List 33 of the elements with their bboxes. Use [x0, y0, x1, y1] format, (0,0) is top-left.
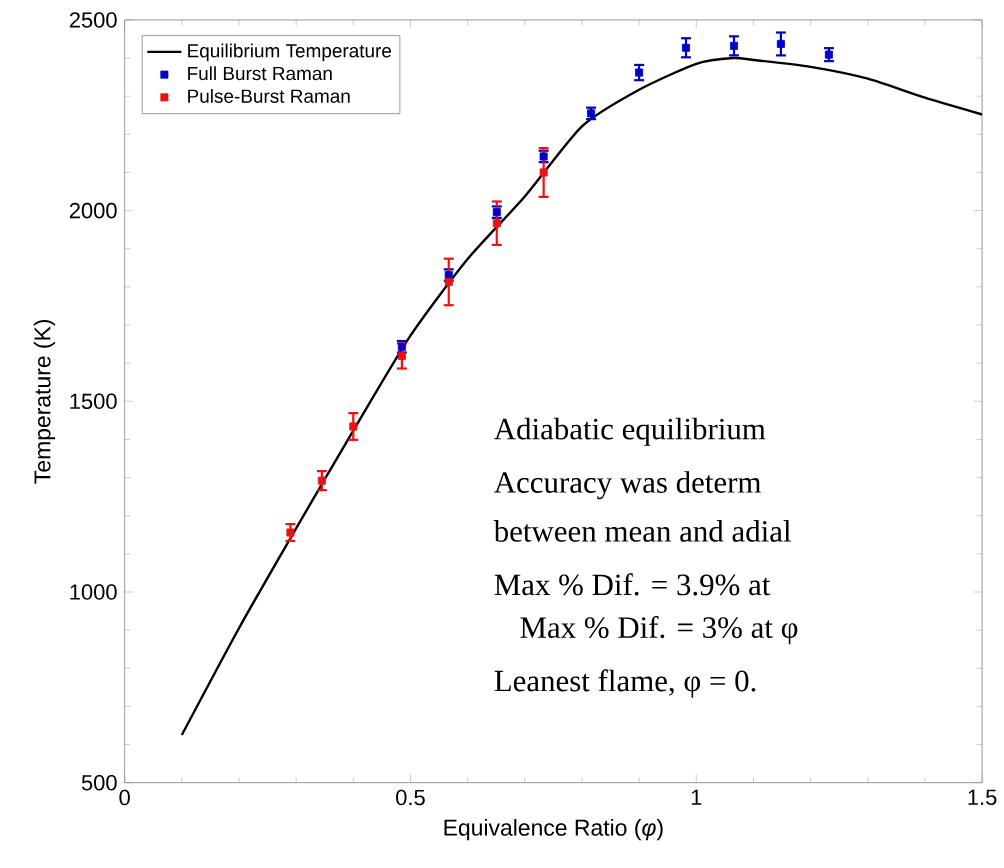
point	[286, 528, 295, 537]
annotation: Max % Dif. = 3.9% at	[494, 573, 771, 596]
x-tick-label: 0.5	[396, 789, 425, 806]
annotation: Leanest flame, φ = 0.	[494, 669, 756, 698]
point	[776, 39, 785, 48]
point	[349, 422, 358, 431]
y-tick-label: 2500	[69, 11, 117, 28]
point	[492, 219, 501, 227]
annotation: Max % Dif. = 3% at φ	[520, 615, 798, 645]
x-tick-label: 1.5	[968, 789, 997, 805]
point	[444, 277, 453, 286]
legend-label: Equilibrium Temperature	[188, 43, 392, 62]
legend-label: Full Burst Raman	[188, 66, 332, 80]
point	[317, 476, 326, 485]
x-tick-label: 0	[119, 789, 130, 806]
y-tick-label: 2000	[69, 202, 117, 219]
point	[824, 50, 833, 59]
y-tick-label: 500	[81, 774, 117, 791]
annotation: Accuracy was determ	[494, 470, 761, 500]
point	[397, 351, 406, 360]
x-axis-title: Equivalence Ratio (φ)	[444, 818, 663, 841]
y-tick-label: 1500	[70, 393, 117, 409]
point	[682, 43, 690, 52]
x-tick-label: 1	[691, 789, 702, 805]
y-tick-label: 1000	[70, 584, 117, 600]
annotation: between mean and adial	[493, 519, 791, 542]
legend-label: Pulse-Burst Raman	[188, 88, 350, 103]
point	[539, 168, 548, 177]
y-axis-title: Temperature (K)	[33, 319, 56, 484]
point	[635, 68, 644, 77]
point	[539, 152, 548, 161]
annotation: Adiabatic equilibrium	[494, 417, 766, 446]
point	[730, 41, 738, 50]
